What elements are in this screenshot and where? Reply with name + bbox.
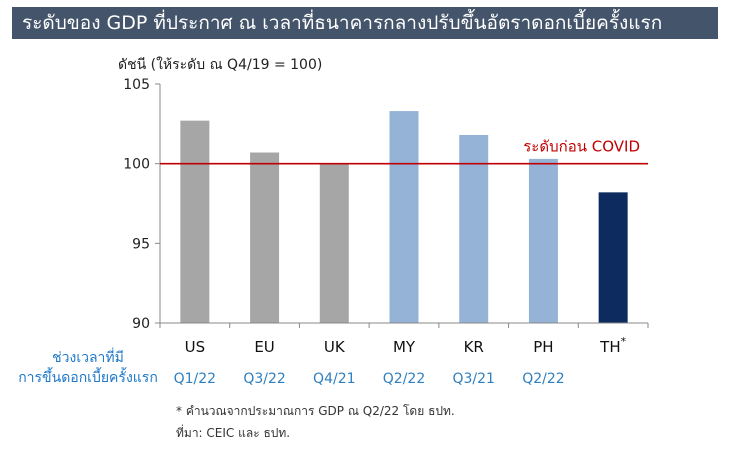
y-tick-label: 95: [132, 236, 150, 252]
period-title-line1: ช่วงเวลาที่มี: [52, 350, 124, 366]
x-tick-label: US: [185, 338, 206, 356]
bar-th: [598, 192, 628, 323]
y-axis-label: ดัชนี (ให้ระดับ ณ Q4/19 = 100): [118, 57, 323, 73]
y-tick-label: 100: [123, 157, 150, 173]
x-tick-label: EU: [254, 338, 274, 356]
x-tick-label: TH*: [599, 335, 626, 356]
chart-title: ระดับของ GDP ที่ประกาศ ณ เวลาที่ธนาคารกล…: [12, 7, 718, 39]
bar-kr: [459, 134, 489, 323]
bar-ph: [528, 158, 558, 323]
bar-my: [389, 111, 419, 323]
period-title-line2: การขึ้นดอกเบี้ยครั้งแรก: [18, 370, 158, 386]
y-tick-label: 90: [132, 316, 150, 332]
x-tick-label: UK: [324, 338, 346, 356]
bar-uk: [319, 163, 349, 323]
y-tick-label: 105: [123, 77, 150, 93]
period-label: Q4/21: [313, 371, 355, 387]
reference-line-label: ระดับก่อน COVID: [523, 138, 640, 156]
bar-eu: [250, 152, 280, 323]
source-note: ที่มา: CEIC และ ธปท.: [176, 426, 291, 440]
bar-us: [180, 120, 210, 323]
x-tick-label: PH: [533, 338, 553, 356]
period-label: Q2/22: [522, 371, 564, 387]
period-label: Q3/21: [452, 371, 494, 387]
x-tick-label: MY: [393, 338, 416, 356]
footnote: * คำนวณจากประมาณการ GDP ณ Q2/22 โดย ธปท.: [176, 404, 455, 418]
period-label: Q2/22: [383, 371, 425, 387]
x-tick-label: KR: [464, 338, 484, 356]
x-tick-superscript: *: [621, 335, 627, 348]
period-label: Q3/22: [243, 371, 285, 387]
period-label: Q1/22: [174, 371, 216, 387]
